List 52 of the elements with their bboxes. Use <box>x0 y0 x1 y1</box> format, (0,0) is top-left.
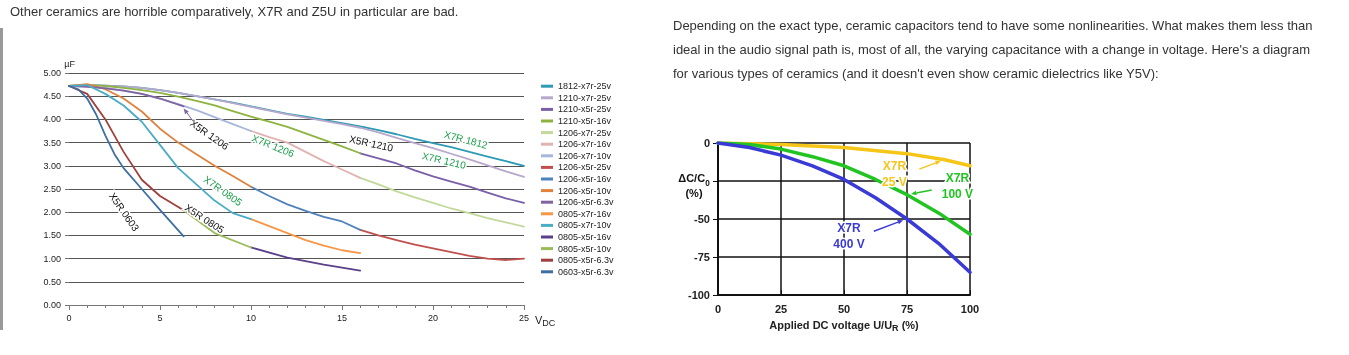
y-tick-label: 1.00 <box>43 253 61 264</box>
x-tick-label: 0 <box>714 302 722 315</box>
y-tick-label: -100 <box>687 289 710 301</box>
legend-label: 1210-x7r-25v <box>558 92 612 103</box>
y-tick-label: 3.50 <box>43 137 61 148</box>
x-tick-label: 50 <box>837 302 851 315</box>
legend-label: 0805-x7r-10v <box>558 220 612 231</box>
y-tick-label: 3.00 <box>43 160 61 171</box>
legend-label: 0603-x5r-6.3v <box>558 266 615 277</box>
annotation: X5R 1206 <box>188 117 232 152</box>
x-tick-label: 5 <box>157 312 163 323</box>
y-tick-label: 0.50 <box>43 276 61 287</box>
y-tick-label: 0 <box>703 137 710 149</box>
y-axis-title: µF <box>64 59 76 70</box>
y-tick-label: 2.00 <box>43 207 61 218</box>
x-tick-label: 75 <box>900 302 914 315</box>
annotation: X7R 1210 <box>421 149 468 171</box>
annotation: X7R 1812 <box>443 128 490 151</box>
legend-label: 1206-x5r-10v <box>558 185 612 196</box>
annotation: X7R 1206 <box>250 132 297 160</box>
y-tick-label: -75 <box>694 251 710 263</box>
legend-label: 1206-x7r-25v <box>558 127 612 138</box>
legend-label: 1206-x5r-16v <box>558 174 612 184</box>
legend-label: 1210-x5r-25v <box>558 104 612 115</box>
legend-label: 1206-x7r-10v <box>558 150 612 161</box>
legend-label: 1206-x5r-6.3v <box>558 197 615 208</box>
legend-label: 0805-x5r-6.3v <box>558 255 615 266</box>
x-tick-label: 15 <box>336 312 348 323</box>
legend-label: 0805-x7r-16v <box>558 208 612 219</box>
annotation: X5R 1210 <box>348 133 395 154</box>
legend-label: 0805-x5r-16v <box>558 232 612 242</box>
chart-title: Other ceramics are horrible comparatively, X7R and Z5U in particular are bad. <box>10 4 460 19</box>
text: Depending on the exact type, ceramic capacitors tend to have some nonlinearities. What makes them less than ideal in the audio signal path is, most of all, the varying capacitance with a change in voltage. Here's a diagram for various types of ceramics (and it doesn't even show ceramic dielectrics like Y5V): <box>673 17 1314 83</box>
y-tick-label: 4.00 <box>43 114 61 125</box>
legend-label: 1210-x5r-16v <box>558 116 612 126</box>
x-tick-label: 0 <box>66 312 72 323</box>
legend-label: 1206-x5r-25v <box>558 162 612 173</box>
legend-label: 1206-x7r-16v <box>558 139 612 150</box>
x-tick-label: 20 <box>427 312 439 323</box>
legend-label: 1812-x7r-25v <box>558 81 612 92</box>
y-tick-label: 4.50 <box>43 91 61 102</box>
y-axis-title: ΔC/C$_{0}$ (%) <box>678 171 711 199</box>
x-tick-label: 25 <box>518 312 530 323</box>
x-tick-label: 25 <box>774 302 788 315</box>
x-tick-label: 10 <box>245 312 257 323</box>
x-tick-label: 100 <box>960 302 980 315</box>
y-tick-label: 5.00 <box>43 68 61 78</box>
y-tick-label: 2.50 <box>43 184 61 194</box>
y-tick-label: 1.50 <box>43 230 61 241</box>
legend-label: 0805-x5r-10v <box>558 243 612 254</box>
y-tick-label: -50 <box>694 213 710 225</box>
y-tick-label: 0.00 <box>43 300 61 310</box>
